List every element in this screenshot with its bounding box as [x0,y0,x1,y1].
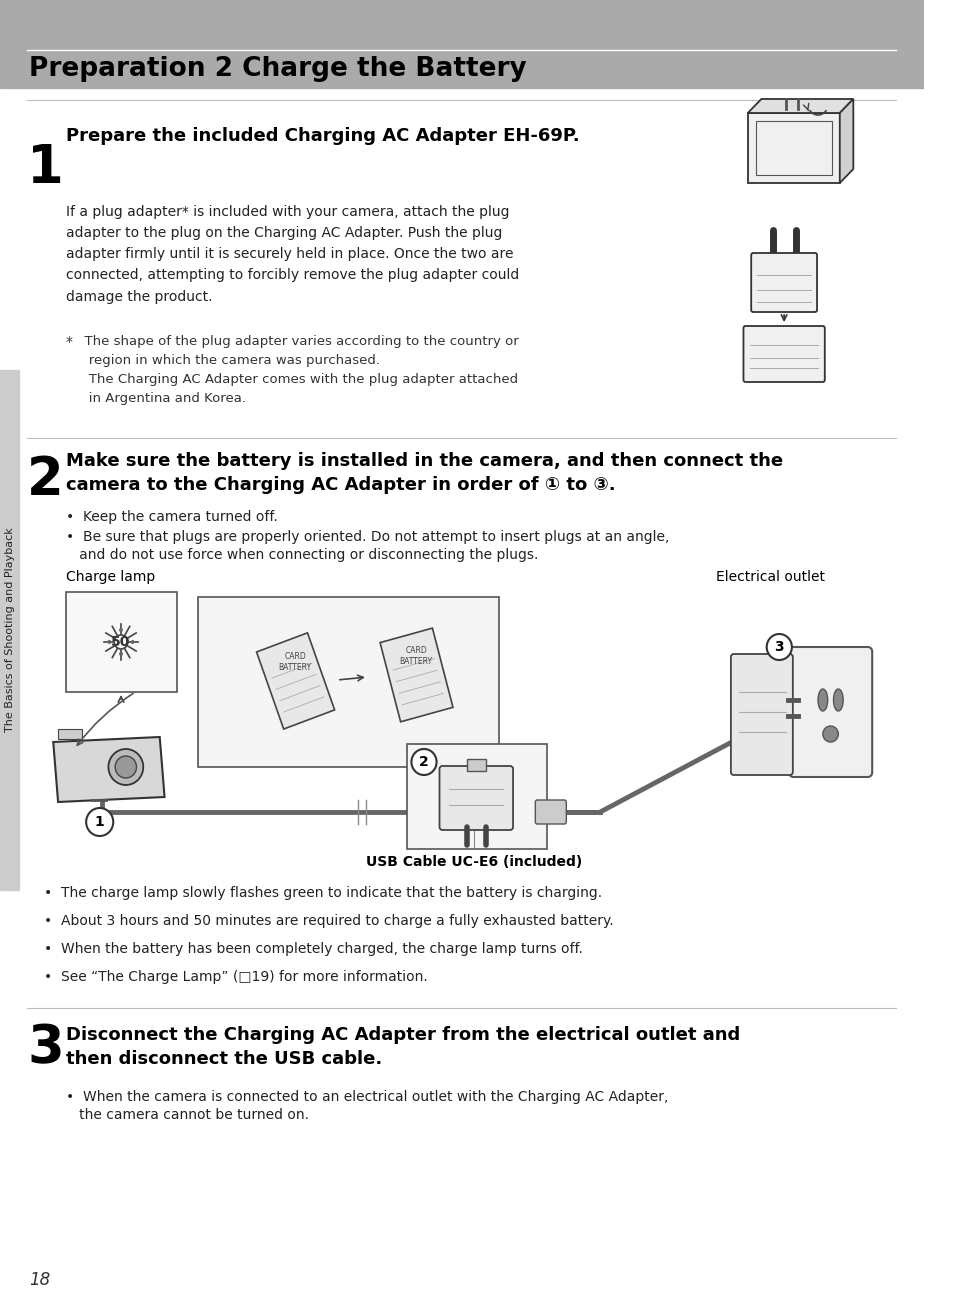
Text: CARD
BATTERY: CARD BATTERY [278,652,312,671]
FancyBboxPatch shape [535,800,566,824]
Text: Electrical outlet: Electrical outlet [716,570,824,583]
Polygon shape [256,633,335,729]
Bar [0,0,923,88]
Circle shape [119,652,123,656]
Text: •  See “The Charge Lamp” (□19) for more information.: • See “The Charge Lamp” (□19) for more i… [44,970,427,984]
Bar [406,744,546,849]
Polygon shape [839,99,852,183]
Text: The shape of the plug adapter varies according to the country or
   region in wh: The shape of the plug adapter varies acc… [75,335,517,405]
Text: CARD
BATTERY: CARD BATTERY [399,646,433,666]
Text: Make sure the battery is installed in the camera, and then connect the: Make sure the battery is installed in th… [66,452,782,470]
Text: Disconnect the Charging AC Adapter from the electrical outlet and: Disconnect the Charging AC Adapter from … [66,1026,740,1045]
Text: 2: 2 [27,455,64,506]
Text: The Basics of Shooting and Playback: The Basics of Shooting and Playback [5,528,14,732]
Text: then disconnect the USB cable.: then disconnect the USB cable. [66,1050,382,1068]
Text: •  Keep the camera turned off.: • Keep the camera turned off. [66,510,277,524]
Polygon shape [53,737,165,802]
Bar [66,593,177,692]
Text: Prepare the included Charging AC Adapter EH-69P.: Prepare the included Charging AC Adapter… [66,127,578,145]
Bar [198,597,498,767]
Ellipse shape [817,689,827,711]
Circle shape [411,749,436,775]
Text: •  When the battery has been completely charged, the charge lamp turns off.: • When the battery has been completely c… [44,942,582,957]
Circle shape [108,640,112,644]
Text: *: * [66,335,72,350]
Text: 3: 3 [27,1022,64,1074]
Circle shape [822,727,838,742]
Text: camera to the Charging AC Adapter in order of ① to ③.: camera to the Charging AC Adapter in ord… [66,476,615,494]
FancyBboxPatch shape [439,766,513,830]
Bar [755,121,831,175]
Text: Preparation 2 Charge the Battery: Preparation 2 Charge the Battery [29,57,526,81]
Text: Charge lamp: Charge lamp [66,570,155,583]
Bar [0,371,19,890]
Bar [466,759,485,771]
Text: •  When the camera is connected to an electrical outlet with the Charging AC Ada: • When the camera is connected to an ele… [66,1091,667,1104]
Text: 1: 1 [94,815,105,829]
Text: USB Cable UC-E6 (included): USB Cable UC-E6 (included) [366,855,582,869]
Ellipse shape [833,689,842,711]
Bar [747,113,839,183]
Circle shape [766,633,791,660]
FancyBboxPatch shape [730,654,792,775]
Text: and do not use force when connecting or disconnecting the plugs.: and do not use force when connecting or … [66,548,537,562]
Text: 1: 1 [27,142,64,194]
Text: 18: 18 [29,1271,51,1289]
FancyBboxPatch shape [750,254,816,311]
Text: •  The charge lamp slowly flashes green to indicate that the battery is charging: • The charge lamp slowly flashes green t… [44,886,601,900]
Polygon shape [379,628,453,721]
Text: 50: 50 [112,635,131,649]
Text: •  About 3 hours and 50 minutes are required to charge a fully exhausted battery: • About 3 hours and 50 minutes are requi… [44,915,613,928]
FancyBboxPatch shape [742,326,824,382]
Text: If a plug adapter* is included with your camera, attach the plug
adapter to the : If a plug adapter* is included with your… [66,205,518,304]
Text: the camera cannot be turned on.: the camera cannot be turned on. [66,1108,309,1122]
Circle shape [131,640,134,644]
Circle shape [109,749,143,784]
Bar [58,729,82,738]
Circle shape [86,808,113,836]
Polygon shape [747,99,852,113]
Text: 2: 2 [418,756,429,769]
Circle shape [115,756,136,778]
FancyBboxPatch shape [788,646,871,777]
Circle shape [119,628,123,632]
Text: •  Be sure that plugs are properly oriented. Do not attempt to insert plugs at a: • Be sure that plugs are properly orient… [66,530,668,544]
Text: 3: 3 [774,640,783,654]
